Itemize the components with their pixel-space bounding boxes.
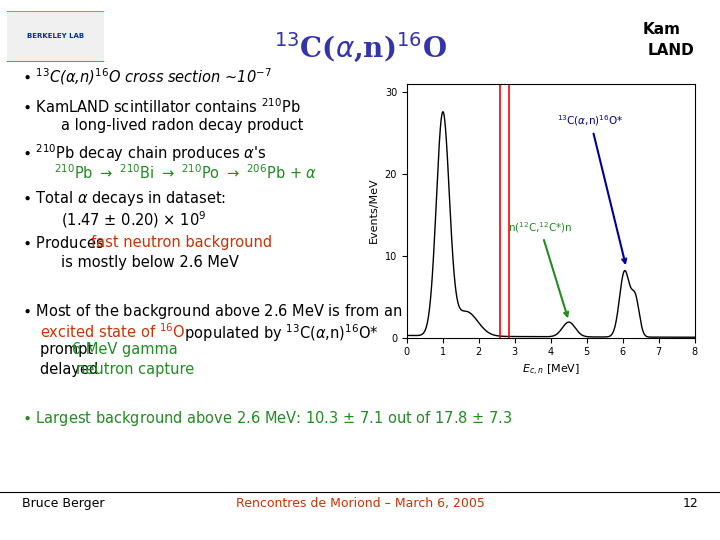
Text: 12: 12 — [683, 497, 698, 510]
Text: $\bullet$ Total $\alpha$ decays in dataset:: $\bullet$ Total $\alpha$ decays in datas… — [22, 189, 225, 208]
Text: $\bullet$ $^{210}$Pb decay chain produces $\alpha$'s: $\bullet$ $^{210}$Pb decay chain produce… — [22, 143, 266, 164]
Text: $^{13}$C($\alpha$,n)$^{16}$O: $^{13}$C($\alpha$,n)$^{16}$O — [274, 30, 446, 64]
Text: excited state of $^{16}$O: excited state of $^{16}$O — [40, 322, 185, 341]
Text: $^{13}$C($\alpha$,n)$^{16}$O*: $^{13}$C($\alpha$,n)$^{16}$O* — [557, 113, 626, 263]
Text: 6 MeV gamma: 6 MeV gamma — [72, 342, 178, 357]
X-axis label: $E_{c,n}$ [MeV]: $E_{c,n}$ [MeV] — [522, 363, 580, 378]
Text: (1.47 $\pm$ 0.20) $\times$ 10$^9$: (1.47 $\pm$ 0.20) $\times$ 10$^9$ — [61, 210, 207, 230]
Text: fast neutron background: fast neutron background — [91, 235, 273, 250]
Text: Kam: Kam — [642, 22, 680, 37]
Text: $\bullet$ Largest background above 2.6 MeV: 10.3 $\pm$ 7.1 out of 17.8 $\pm$ 7.3: $\bullet$ Largest background above 2.6 M… — [22, 409, 512, 428]
Text: $\bullet$ $^{13}$C($\alpha$,n)$^{16}$O cross section ~10$^{-7}$: $\bullet$ $^{13}$C($\alpha$,n)$^{16}$O c… — [22, 66, 271, 86]
Text: $^{210}$Pb $\rightarrow$ $^{210}$Bi $\rightarrow$ $^{210}$Po $\rightarrow$ $^{20: $^{210}$Pb $\rightarrow$ $^{210}$Bi $\ri… — [54, 164, 318, 183]
Text: Bruce Berger: Bruce Berger — [22, 497, 104, 510]
Y-axis label: Events/MeV: Events/MeV — [369, 178, 379, 244]
Text: Rencontres de Moriond – March 6, 2005: Rencontres de Moriond – March 6, 2005 — [235, 497, 485, 510]
Text: populated by $^{13}$C($\alpha$,n)$^{16}$O*: populated by $^{13}$C($\alpha$,n)$^{16}$… — [181, 322, 379, 344]
Text: a long-lived radon decay product: a long-lived radon decay product — [61, 118, 304, 133]
Text: $\bullet$ KamLAND scintillator contains $^{210}$Pb: $\bullet$ KamLAND scintillator contains … — [22, 97, 300, 116]
Text: is mostly below 2.6 MeV: is mostly below 2.6 MeV — [61, 255, 239, 271]
Text: $\bullet$ Most of the background above 2.6 MeV is from an: $\bullet$ Most of the background above 2… — [22, 302, 402, 321]
Text: prompt: prompt — [40, 342, 97, 357]
Text: BERKELEY LAB: BERKELEY LAB — [27, 33, 84, 39]
Text: LAND: LAND — [647, 43, 694, 57]
Text: $\bullet$ Produces: $\bullet$ Produces — [22, 235, 104, 251]
Text: delayed: delayed — [40, 362, 102, 377]
Text: neutron capture: neutron capture — [76, 362, 194, 377]
Text: n($^{12}$C,$^{12}$C*)n: n($^{12}$C,$^{12}$C*)n — [508, 220, 572, 316]
FancyBboxPatch shape — [4, 11, 107, 62]
